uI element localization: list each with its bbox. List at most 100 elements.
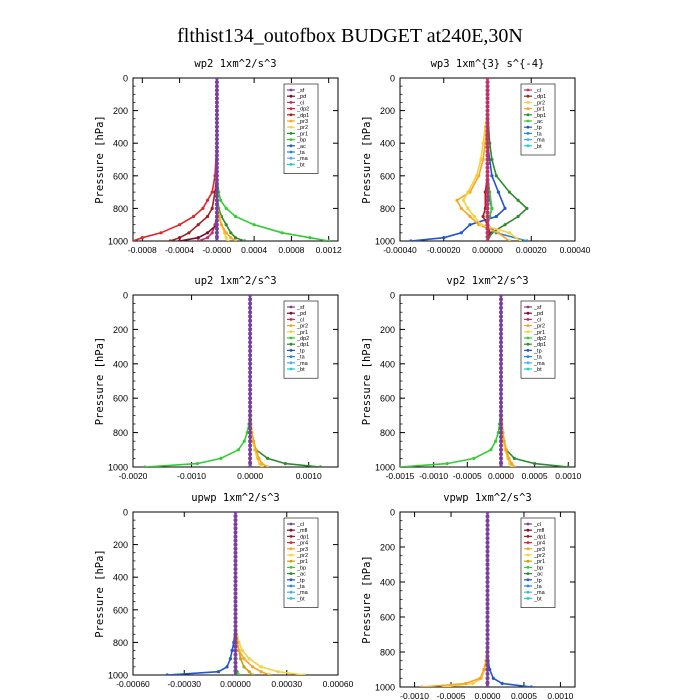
profile-marker — [214, 198, 219, 203]
legend-entry: _bt — [296, 162, 305, 168]
series-point-dp2 — [192, 214, 196, 219]
series-point-pd — [178, 239, 182, 241]
legend-entry: _bp — [533, 565, 543, 571]
legend-marker — [289, 156, 293, 160]
series-point-pr2 — [240, 648, 244, 653]
profile-marker — [485, 173, 490, 178]
profile-marker — [233, 579, 238, 584]
profile-marker — [499, 310, 503, 315]
series-point-pd — [196, 236, 200, 240]
profile-marker — [485, 100, 490, 105]
profile-marker — [499, 400, 503, 405]
panel-4: vp2 1xm^2/s^3 Pressure [hPa] 0 200 400 600 800… — [361, 275, 582, 481]
profile-marker — [248, 353, 253, 358]
profile-marker — [233, 624, 238, 629]
series-point-pr3 — [268, 673, 272, 675]
profile-marker — [485, 540, 490, 545]
series-point-pr1 — [243, 239, 247, 241]
profile-marker — [233, 660, 238, 665]
profile-marker — [214, 96, 219, 101]
profile-marker — [248, 374, 253, 379]
series-point-pr2 — [266, 465, 270, 467]
profile-marker — [499, 357, 503, 362]
profile-marker — [485, 120, 490, 125]
legend-entry: _bt — [533, 144, 542, 150]
series-point-pr2 — [259, 665, 263, 669]
profile-marker — [248, 409, 253, 414]
legend-entry: _pr2 — [533, 100, 545, 106]
profile-marker — [214, 84, 219, 89]
profile-marker — [485, 566, 490, 571]
legend-marker — [526, 522, 530, 526]
y-tick-label: 600 — [380, 394, 395, 404]
y-tick-label: 600 — [380, 171, 395, 181]
series-point-pr2 — [504, 448, 508, 452]
series-point-dp1 — [318, 465, 322, 467]
legend-box — [283, 83, 319, 174]
profile-marker — [214, 194, 219, 199]
profile-marker — [485, 234, 490, 239]
series-point-dp1 — [283, 462, 287, 466]
legend-entry: _mfl — [533, 528, 544, 534]
profile-marker — [248, 413, 253, 418]
legend-entry: _ac — [296, 572, 306, 578]
x-tick-label: 0.00000 — [220, 679, 251, 689]
profile-marker — [499, 370, 503, 375]
profile-marker — [485, 531, 490, 536]
profile-marker — [214, 100, 219, 105]
series-point-ac — [490, 206, 494, 210]
profile-marker — [485, 202, 490, 207]
x-tick-label: 0.0000 — [475, 691, 501, 700]
profile-marker — [499, 327, 503, 332]
profile-marker — [485, 145, 490, 150]
x-tick-label: -0.00020 — [427, 245, 461, 255]
profile-marker — [485, 601, 490, 606]
series-point-cl — [196, 239, 200, 241]
series-point-dp1 — [481, 214, 485, 219]
series-point-dp1 — [566, 465, 570, 467]
series-point-pr2 — [466, 190, 470, 194]
profile-marker — [214, 161, 219, 166]
legend-marker — [289, 311, 293, 315]
profile-marker — [248, 396, 253, 401]
profile-marker — [485, 597, 490, 602]
profile-marker — [485, 545, 490, 549]
profile-marker — [499, 383, 503, 388]
legend-marker — [289, 336, 293, 340]
series-point-bp — [327, 239, 331, 241]
profile-marker — [248, 460, 253, 465]
series-point-pr2 — [510, 462, 514, 466]
legend-marker — [526, 367, 530, 371]
profile-marker — [233, 563, 238, 567]
profile-marker — [499, 409, 503, 414]
series-point-pr3 — [464, 681, 468, 686]
y-axis-label: Pressure [hPa] — [94, 115, 106, 204]
panel-title: upwp 1xm^2/s^3 — [191, 492, 280, 504]
series-point-pr2 — [226, 239, 230, 241]
legend-marker — [526, 572, 530, 575]
legend-entry: _cl — [296, 317, 304, 323]
y-tick-label: 400 — [113, 573, 128, 583]
legend-entry: _pr2 — [296, 324, 308, 330]
profile-marker — [248, 305, 253, 310]
profile-marker — [233, 546, 238, 551]
y-tick-label: 600 — [113, 394, 128, 404]
y-tick-label: 800 — [113, 204, 128, 214]
series-point-pr1 — [496, 231, 500, 235]
profile-marker — [485, 186, 490, 190]
profile-marker — [214, 218, 219, 223]
series-point-pr1 — [233, 236, 238, 240]
profile-marker — [214, 186, 219, 190]
legend-marker — [289, 553, 293, 557]
legend-marker — [289, 349, 293, 352]
y-tick-label: 400 — [380, 578, 395, 588]
profile-marker — [485, 92, 490, 97]
profile-marker — [485, 636, 490, 641]
profile-marker — [214, 145, 219, 150]
series-point-pr1 — [247, 670, 251, 674]
legend: _cl_dp1_pr2_pr1_bp1_ac_tp_ta_ma_bt — [520, 83, 556, 156]
series-point-dp2 — [195, 462, 199, 466]
profile-marker — [233, 518, 238, 523]
profile-marker — [214, 222, 219, 227]
legend-entry: _bp1 — [533, 113, 546, 119]
